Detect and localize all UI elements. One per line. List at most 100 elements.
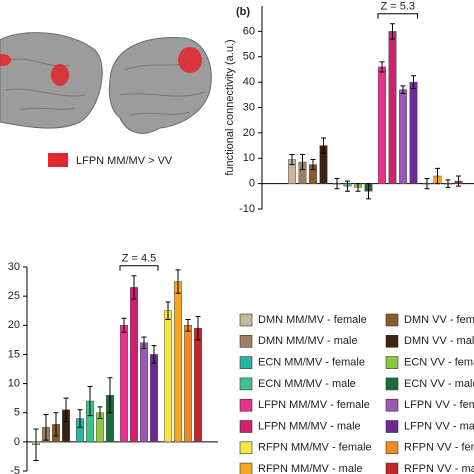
legend-label: ECN VV - female (404, 357, 474, 369)
error-bar (43, 413, 49, 441)
legend-label: LFPN MM/MV - female (258, 399, 370, 411)
legend-label: DMN MM/MV - male (258, 335, 358, 347)
legend-label: LFPN VV - female (404, 399, 474, 411)
error-bar (195, 316, 201, 341)
legend-label: RFPN MM/MV - male (258, 463, 363, 474)
significance-bracket (119, 265, 159, 271)
error-bar (175, 269, 181, 294)
error-bar (141, 336, 147, 350)
bar (150, 354, 158, 443)
figure-legend-label: LFPN MM/MV > VV (76, 155, 173, 167)
error-bar (345, 180, 350, 192)
y-tick-label: -10 (239, 203, 255, 215)
legend-label: ECN VV - male (404, 378, 474, 390)
error-bar (400, 85, 406, 95)
y-tick-label: 30 (8, 261, 20, 273)
error-bar (53, 412, 59, 437)
legend-label: LFPN MM/MV - male (258, 420, 361, 432)
bar (120, 325, 128, 443)
legend-label: DMN VV - female (404, 314, 474, 326)
y-axis-label: functional connectivity (a.u.) (224, 39, 236, 175)
error-bar (77, 409, 83, 428)
y-tick-label: 10 (8, 377, 20, 389)
error-bar (300, 153, 305, 171)
error-bar (97, 406, 103, 420)
y-tick-label: 10 (243, 152, 255, 164)
legend-swatch (239, 462, 253, 474)
legend-swatch (239, 398, 253, 412)
legend-swatch (385, 313, 399, 327)
y-tick-label: -5 (10, 465, 20, 474)
legend-swatch (239, 356, 253, 369)
legend-swatch (239, 441, 253, 455)
legend-swatch (385, 334, 399, 348)
error-bar (334, 178, 340, 190)
legend-swatch (385, 462, 399, 474)
error-bar (107, 377, 113, 414)
error-bar (151, 345, 157, 364)
error-bar (131, 275, 137, 300)
legend-label: DMN VV - male (404, 335, 474, 347)
error-bar (445, 179, 451, 188)
legend-label: ECN MM/MV - female (258, 357, 365, 369)
legend-label: DMN MM/MV - female (258, 314, 367, 326)
legend-swatch (239, 377, 253, 391)
error-bar (289, 153, 295, 166)
y-tick-label: 30 (243, 101, 255, 113)
error-bar (165, 301, 171, 320)
error-bar (379, 61, 385, 73)
legend-swatch (239, 420, 253, 433)
error-bar (121, 317, 127, 333)
legend-label: LFPN VV - male (404, 420, 474, 432)
panel-label: (b) (236, 6, 250, 18)
annotation: Z = 4.5 (122, 253, 157, 265)
error-bar (355, 183, 361, 192)
error-bar (411, 75, 416, 89)
legend-swatch (385, 441, 399, 455)
y-tick-label: 15 (8, 348, 20, 360)
y-tick-label: 0 (249, 178, 255, 190)
error-bar (87, 385, 93, 417)
legend-label: RFPN MM/MV - female (258, 442, 372, 454)
error-bar (33, 428, 39, 462)
legend-swatch (385, 356, 399, 369)
error-bar (366, 183, 371, 200)
bar (140, 342, 148, 443)
y-tick-label: 5 (14, 407, 20, 419)
y-tick-label: 20 (243, 127, 255, 139)
bar (378, 66, 386, 184)
bar (130, 287, 138, 443)
error-bar (435, 167, 440, 185)
significance-bracket (377, 13, 418, 19)
y-tick-label: 40 (243, 76, 255, 88)
bar (184, 325, 192, 443)
bar (409, 81, 418, 184)
error-bar (390, 23, 395, 40)
error-bar (424, 178, 430, 190)
y-tick-label: 25 (8, 290, 20, 302)
legend-label: RFPN VV - male (404, 463, 474, 474)
legend-swatch (239, 334, 253, 348)
legend-swatch (239, 313, 253, 327)
y-tick-label: 20 (8, 319, 20, 331)
bar (194, 327, 202, 443)
y-tick-label: 50 (243, 51, 255, 63)
error-bar (456, 175, 461, 187)
error-bar (310, 159, 316, 171)
bar (388, 31, 397, 184)
annotation: Z = 5.3 (380, 1, 415, 13)
y-tick-label: 0 (14, 436, 20, 448)
legend-swatch (385, 420, 399, 433)
error-bar (321, 137, 326, 154)
bar (399, 89, 407, 184)
legend-swatch (385, 398, 399, 412)
bar (174, 281, 182, 443)
brain-images (0, 32, 212, 167)
legend-label: RFPN VV - female (404, 442, 474, 454)
y-tick-label: 60 (243, 25, 255, 37)
bar (164, 310, 172, 443)
legend-label: ECN MM/MV - male (258, 378, 356, 390)
error-bar (185, 318, 191, 332)
error-bar (63, 397, 69, 422)
